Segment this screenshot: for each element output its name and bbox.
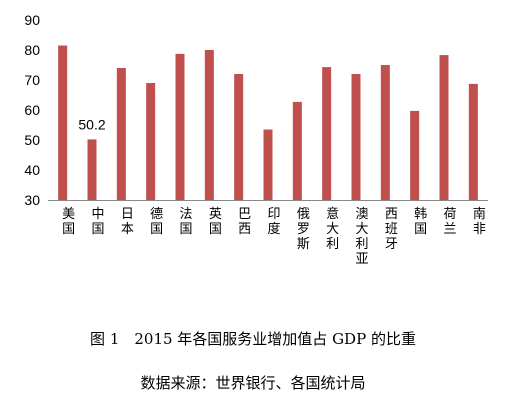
x-category-label: 巴西 — [238, 207, 251, 237]
x-category-label: 澳大利亚 — [355, 206, 368, 267]
y-tick-label: 80 — [24, 42, 40, 58]
source-note: 数据来源：世界银行、各国统计局 — [140, 374, 366, 392]
bar — [380, 65, 390, 200]
bar — [58, 45, 68, 200]
bar — [87, 139, 97, 200]
x-category-label: 西班牙 — [385, 207, 398, 252]
y-axis-ticks: 30 40 50 60 70 80 90 — [24, 12, 40, 208]
figure-caption: 图 1 2015 年各国服务业增加值占 GDP 的比重 — [90, 330, 416, 348]
bar — [439, 55, 449, 200]
x-category-label: 韩国 — [414, 207, 427, 237]
y-tick-label: 70 — [24, 72, 40, 88]
y-tick-label: 90 — [24, 12, 40, 28]
x-category-label: 南非 — [473, 206, 486, 237]
x-category-label: 德国 — [150, 207, 163, 237]
bar — [468, 83, 478, 200]
x-category-label: 英国 — [209, 207, 222, 237]
bar — [175, 53, 185, 201]
bar — [351, 74, 361, 200]
bar — [322, 67, 332, 200]
y-tick-label: 50 — [24, 132, 40, 148]
x-category-label: 日本 — [121, 207, 134, 237]
y-tick-label: 30 — [24, 192, 40, 208]
bar — [146, 83, 156, 200]
data-labels: 50.2 — [78, 116, 105, 132]
bar — [234, 74, 244, 200]
x-category-label: 俄罗斯 — [297, 207, 310, 252]
x-category-label: 意大利 — [326, 206, 339, 252]
x-category-label: 中国 — [91, 207, 104, 237]
x-category-label: 荷兰 — [443, 207, 456, 237]
bar — [263, 129, 273, 200]
bar — [410, 110, 420, 200]
bars — [58, 45, 478, 201]
bar — [292, 101, 302, 200]
bar — [116, 68, 126, 200]
bar — [204, 50, 214, 200]
x-category-label: 法国 — [179, 207, 192, 237]
x-category-label: 美国 — [62, 207, 75, 237]
y-tick-label: 40 — [24, 162, 40, 178]
x-category-label: 印度 — [267, 207, 280, 237]
y-tick-label: 60 — [24, 102, 40, 118]
data-label: 50.2 — [78, 116, 105, 132]
